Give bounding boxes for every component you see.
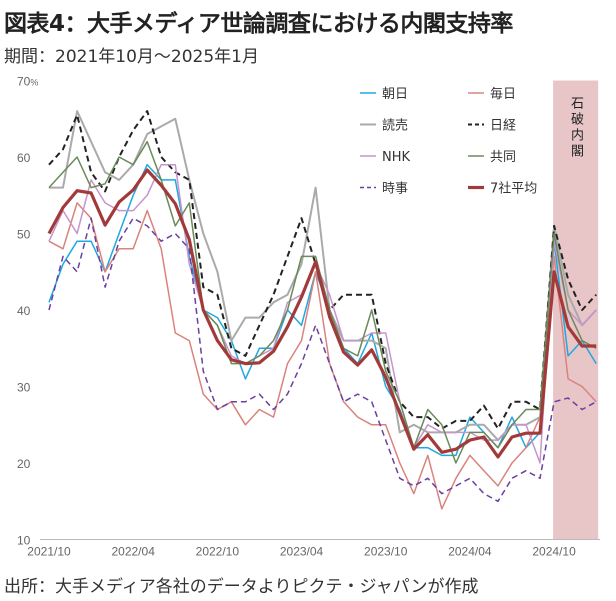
x-tick-label: 2022/04	[111, 545, 155, 559]
chart-period: 期間：2021年10月～2025年1月	[4, 47, 259, 67]
series-line-7	[47, 168, 597, 459]
x-tick-label: 2024/04	[448, 545, 492, 559]
y-tick-label: 40	[17, 304, 31, 318]
page-title: 図表4：大手メディア世論調査における内閣支持率	[4, 11, 513, 37]
y-tick-label: 10	[17, 534, 31, 548]
series-line-6	[48, 217, 597, 503]
legend-label: NHK	[382, 150, 411, 165]
series-line-0	[48, 163, 597, 457]
legend-label: 時事	[382, 182, 408, 197]
legend-label: 7社平均	[490, 181, 537, 197]
series-line-1	[48, 202, 597, 510]
y-tick-label: 60	[17, 151, 31, 165]
y-unit-label: %	[30, 78, 38, 88]
x-tick-label: 2022/10	[196, 545, 240, 559]
y-tick-label: 30	[17, 381, 31, 395]
y-tick-label: 50	[17, 228, 31, 242]
legend-label: 朝日	[382, 87, 408, 102]
series-line-4	[48, 163, 597, 464]
legend-label: 共同	[490, 150, 516, 165]
legend-label: 読売	[382, 118, 408, 134]
legend-label: 日経	[490, 119, 516, 134]
x-tick-label: 2024/10	[532, 545, 576, 559]
legend-label: 毎日	[490, 86, 516, 102]
y-tick-label: 20	[17, 457, 31, 471]
y-tick-label: 70%	[17, 75, 38, 89]
x-tick-label: 2023/04	[280, 545, 324, 559]
x-tick-label: 2023/10	[364, 545, 408, 559]
shaded-region-label: 石破内閣	[568, 96, 583, 160]
x-tick-label: 2021/10	[27, 545, 71, 559]
source-note: 出所：大手メディア各社のデータよりピクテ・ジャパンが作成	[4, 577, 479, 597]
